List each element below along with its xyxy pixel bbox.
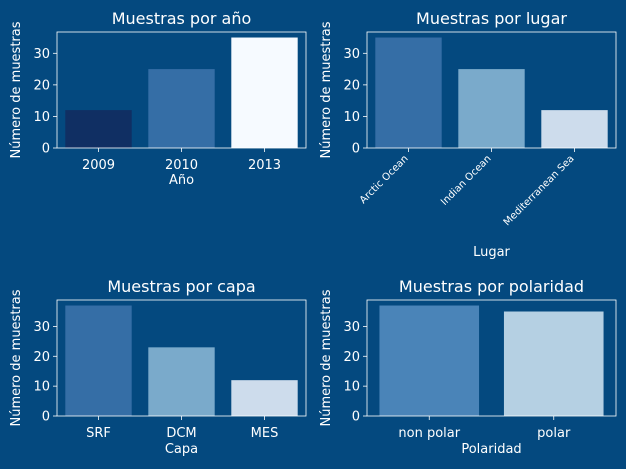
y-tick-label: 10 [33,380,50,395]
y-tick-label: 30 [343,320,360,335]
bar-2010 [148,69,215,148]
y-tick-label: 0 [42,142,50,157]
y-axis-label: Número de muestras [9,289,24,426]
bar-indian-ocean [458,69,525,148]
y-axis-label: Número de muestras [319,21,334,158]
x-axis-label: Lugar [473,245,510,260]
chart-title: Muestras por lugar [416,9,567,28]
chart-title: Muestras por año [112,9,252,28]
y-tick-label: 20 [343,350,360,365]
y-tick-label: 20 [33,78,50,93]
x-tick-label: 2010 [165,158,198,173]
axes-frame [366,299,617,417]
bar-mes [231,380,298,416]
x-tick-label: polar [537,426,571,441]
x-tick-label: non polar [398,426,460,441]
y-tick-label: 10 [33,110,50,125]
y-tick-label: 0 [42,410,50,425]
subplot-1: 0 10 20 30 2009 2010 2013 Muestras por año Año Nú… [9,9,307,188]
x-tick-label: 2013 [248,158,281,173]
bar-dcm [148,347,215,416]
x-tick-label: MES [251,426,279,441]
y-tick-label: 30 [343,47,360,62]
y-tick-label: 30 [33,47,50,62]
x-axis-label: Polaridad [461,442,521,457]
bar-non-polar [379,305,480,416]
bar-mediterranean-sea [541,110,608,148]
chart-title: Muestras por polaridad [399,277,584,296]
x-axis-label: Capa [165,442,198,457]
y-tick-label: 20 [343,78,360,93]
subplot-4: 0 10 20 30 non polar polar Muestras por polari… [319,277,617,457]
y-axis-label: Número de muestras [319,289,334,426]
y-tick-label: 0 [352,142,360,157]
y-tick-label: 10 [343,380,360,395]
subplot-3: 0 10 20 30 SRF DCM MES Muestras por capa Capa Núm… [9,277,307,457]
y-tick-label: 10 [343,110,360,125]
chart-title: Muestras por capa [107,277,255,296]
x-tick-label: 2009 [82,158,115,173]
x-axis-label: Año [169,173,194,188]
x-tick-label: DCM [166,426,196,441]
bar-srf [65,305,132,416]
bar-2009 [65,110,132,148]
y-tick-label: 30 [33,320,50,335]
y-tick-label: 0 [352,410,360,425]
bar-arctic-ocean [375,37,442,148]
bar-2013 [231,37,298,148]
bar-polar [503,311,604,416]
x-tick-label: SRF [86,426,111,441]
y-tick-label: 20 [33,350,50,365]
y-axis-label: Número de muestras [9,21,24,158]
